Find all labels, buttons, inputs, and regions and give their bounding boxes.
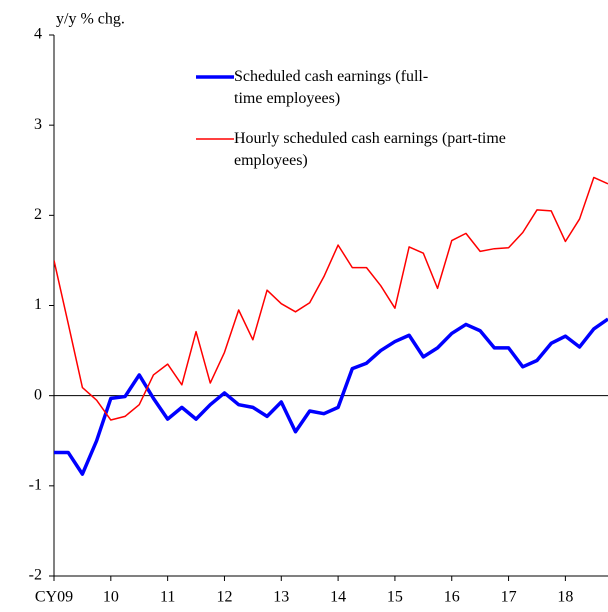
x-tick-label: 17 <box>501 589 517 606</box>
y-axis-label: y/y % chg. <box>56 11 125 28</box>
x-tick-label: 16 <box>444 589 460 606</box>
x-tick-label: 14 <box>330 589 346 606</box>
y-tick-label: 4 <box>34 26 42 43</box>
legend-label: Scheduled cash earnings (full-time emplo… <box>234 68 429 107</box>
x-tick-label: 15 <box>387 589 403 606</box>
y-tick-label: 2 <box>34 206 42 223</box>
y-tick-label: 0 <box>34 386 42 403</box>
x-tick-label: CY09 <box>35 589 73 606</box>
y-tick-label: 3 <box>34 116 42 133</box>
y-tick-label: -2 <box>29 567 42 584</box>
x-tick-label: 12 <box>216 589 232 606</box>
x-tick-label: 13 <box>273 589 289 606</box>
plot-area <box>54 176 608 476</box>
series-line <box>54 317 608 476</box>
y-tick-label: -1 <box>29 477 42 494</box>
x-tick-label: 18 <box>557 589 573 606</box>
x-tick-label: 11 <box>160 589 175 606</box>
y-tick-label: 1 <box>34 296 42 313</box>
legend-label: Hourly scheduled cash earnings (part-tim… <box>234 130 506 169</box>
x-tick-label: 10 <box>103 589 119 606</box>
series-line <box>54 176 608 421</box>
